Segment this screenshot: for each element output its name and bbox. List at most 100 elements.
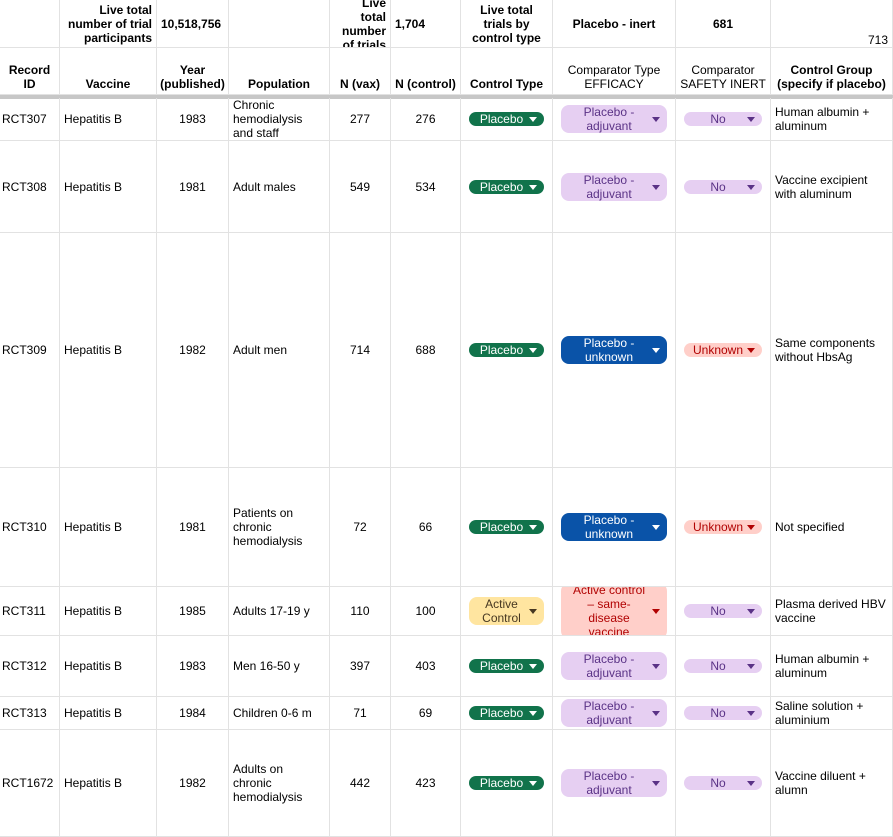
- dropdown-chip[interactable]: Unknown: [684, 520, 762, 534]
- cell-text: Adult men: [233, 343, 288, 357]
- data-cell: 549: [330, 141, 391, 233]
- dropdown-cell: Placebo: [461, 697, 553, 730]
- summary-text: 713: [867, 33, 888, 47]
- chip-label: Placebo: [479, 706, 524, 720]
- data-cell: Not specified: [771, 468, 893, 587]
- data-cell: Chronic hemodialysis and staff: [229, 98, 330, 141]
- cell-text: 66: [418, 520, 433, 534]
- data-cell: Adult males: [229, 141, 330, 233]
- dropdown-cell: No: [676, 730, 771, 837]
- data-cell: Vaccine excipient with aluminum: [771, 141, 893, 233]
- dropdown-chip[interactable]: Placebo - adjuvant: [561, 105, 667, 133]
- cell-text: 403: [415, 659, 436, 673]
- dropdown-chip[interactable]: Placebo - unknown: [561, 336, 667, 364]
- dropdown-cell: Unknown: [676, 468, 771, 587]
- cell-text: Not specified: [775, 520, 845, 534]
- cell-text: 1983: [179, 112, 206, 126]
- dropdown-chip[interactable]: Unknown: [684, 343, 762, 357]
- data-cell: Human albumin + aluminum: [771, 98, 893, 141]
- dropdown-chip[interactable]: Placebo: [469, 776, 544, 790]
- data-cell: Saline solution + aluminium: [771, 697, 893, 730]
- data-cell: Patients on chronic hemodialysis: [229, 468, 330, 587]
- dropdown-chip[interactable]: Placebo: [469, 659, 544, 673]
- cell-text: Patients on chronic hemodialysis: [233, 506, 303, 548]
- data-cell: Adults 17-19 y: [229, 587, 330, 636]
- header-text: Record ID: [8, 63, 51, 91]
- data-cell: RCT312: [0, 636, 60, 697]
- cell-text: RCT312: [2, 659, 47, 673]
- data-cell: 1982: [157, 730, 229, 837]
- chip-label: Placebo - unknown: [583, 513, 635, 541]
- summary-cell: Placebo - inert: [553, 0, 676, 48]
- cell-text: 534: [415, 179, 436, 194]
- summary-cell: [0, 0, 60, 48]
- chip-label: Placebo - adjuvant: [583, 699, 635, 727]
- dropdown-chip[interactable]: Placebo: [469, 343, 544, 357]
- chip-label: No: [710, 776, 726, 790]
- cell-text: 1981: [179, 179, 206, 194]
- cell-text: 110: [350, 604, 370, 618]
- dropdown-chip[interactable]: Placebo: [469, 706, 544, 720]
- column-header: Control Type: [461, 48, 553, 95]
- dropdown-chip[interactable]: Placebo - adjuvant: [561, 699, 667, 727]
- dropdown-chip[interactable]: No: [684, 604, 762, 618]
- data-cell: 66: [391, 468, 461, 587]
- dropdown-chip[interactable]: No: [684, 112, 762, 126]
- cell-text: 1982: [179, 343, 206, 357]
- header-text: Vaccine: [85, 77, 131, 91]
- dropdown-chip[interactable]: Placebo - adjuvant: [561, 172, 667, 201]
- cell-text: 69: [418, 706, 433, 720]
- chip-label: Placebo - adjuvant: [583, 652, 635, 680]
- cell-text: Hepatitis B: [64, 112, 123, 126]
- chip-label: Placebo: [479, 659, 524, 673]
- cell-text: Plasma derived HBV vaccine: [775, 597, 886, 625]
- data-cell: Adults on chronic hemodialysis: [229, 730, 330, 837]
- cell-text: RCT309: [2, 343, 47, 357]
- dropdown-chip[interactable]: Placebo: [469, 179, 544, 194]
- dropdown-chip[interactable]: Placebo: [469, 112, 544, 126]
- dropdown-chip[interactable]: Placebo - adjuvant: [561, 652, 667, 680]
- dropdown-chip[interactable]: Placebo - unknown: [561, 513, 667, 541]
- dropdown-chip[interactable]: No: [684, 776, 762, 790]
- dropdown-chip[interactable]: Active control – same-disease vaccine: [561, 587, 667, 635]
- summary-text: Live total trials by control type: [472, 2, 541, 45]
- summary-cell: 1,704: [391, 0, 461, 48]
- chip-label: No: [710, 604, 726, 618]
- cell-text: Saline solution + aluminium: [775, 699, 864, 727]
- cell-text: 72: [353, 520, 367, 534]
- data-cell: Hepatitis B: [60, 141, 157, 233]
- header-text: Year (published): [160, 63, 225, 91]
- summary-cell: [229, 0, 330, 48]
- dropdown-chip[interactable]: Placebo - adjuvant: [561, 769, 667, 797]
- summary-cell: Live total trials by control type: [461, 0, 553, 48]
- cell-text: Adult males: [233, 179, 296, 194]
- dropdown-chip[interactable]: No: [684, 706, 762, 720]
- dropdown-cell: Placebo: [461, 233, 553, 468]
- header-text: Population: [248, 77, 310, 91]
- cell-text: Hepatitis B: [64, 776, 123, 790]
- header-text: Comparator Type EFFICACY: [567, 63, 661, 91]
- chip-label: Unknown: [692, 343, 744, 357]
- dropdown-cell: Active control – same-disease vaccine: [553, 587, 676, 636]
- cell-text: Vaccine diluent + alumn: [775, 769, 866, 797]
- dropdown-chip[interactable]: Placebo: [469, 520, 544, 534]
- dropdown-chip[interactable]: Active Control: [469, 597, 544, 625]
- cell-text: RCT311: [2, 604, 46, 618]
- cell-text: Adults on chronic hemodialysis: [233, 762, 303, 804]
- column-header: N (control): [391, 48, 461, 95]
- cell-text: 277: [349, 112, 371, 126]
- data-cell: RCT313: [0, 697, 60, 730]
- data-cell: Hepatitis B: [60, 468, 157, 587]
- cell-text: Hepatitis B: [64, 343, 123, 357]
- dropdown-chip[interactable]: No: [684, 179, 762, 194]
- chip-label: Placebo: [479, 343, 524, 357]
- chip-label: Placebo: [479, 112, 524, 126]
- data-cell: Men 16-50 y: [229, 636, 330, 697]
- header-text: Control Type: [469, 77, 544, 91]
- dropdown-cell: Placebo - adjuvant: [553, 697, 676, 730]
- dropdown-cell: Placebo: [461, 730, 553, 837]
- dropdown-chip[interactable]: No: [684, 659, 762, 673]
- cell-text: 714: [349, 343, 371, 357]
- cell-text: 688: [415, 343, 436, 357]
- cell-text: 71: [353, 706, 367, 720]
